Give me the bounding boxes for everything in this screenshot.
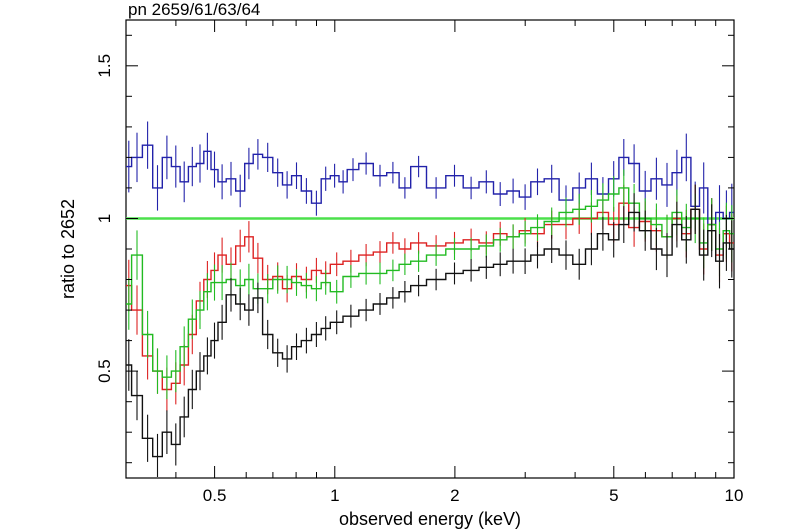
series-0 <box>126 121 734 251</box>
y-tick-label: 0.5 <box>95 359 114 383</box>
series-2-line <box>126 187 734 378</box>
x-tick-label: 10 <box>725 486 744 505</box>
axis-ticks <box>125 20 735 478</box>
chart-title: pn 2659/61/63/64 <box>128 0 260 19</box>
axis-tick-labels: 0.5 1 2 5 10 0.5 1 1.5 <box>95 54 743 505</box>
series-3-line <box>126 208 734 458</box>
series-2 <box>126 169 734 400</box>
plot-frame <box>125 19 735 479</box>
y-axis-title: ratio to 2652 <box>58 199 78 299</box>
y-tick-label: 1 <box>95 214 114 223</box>
series-layer <box>126 121 734 477</box>
x-axis-title: observed energy (keV) <box>339 509 521 529</box>
x-tick-label: 1 <box>330 486 339 505</box>
series-3 <box>126 184 734 477</box>
x-tick-label: 5 <box>609 486 618 505</box>
x-tick-label: 0.5 <box>203 486 227 505</box>
y-tick-label: 1.5 <box>95 54 114 78</box>
x-tick-label: 2 <box>450 486 459 505</box>
series-0-line <box>126 144 734 226</box>
